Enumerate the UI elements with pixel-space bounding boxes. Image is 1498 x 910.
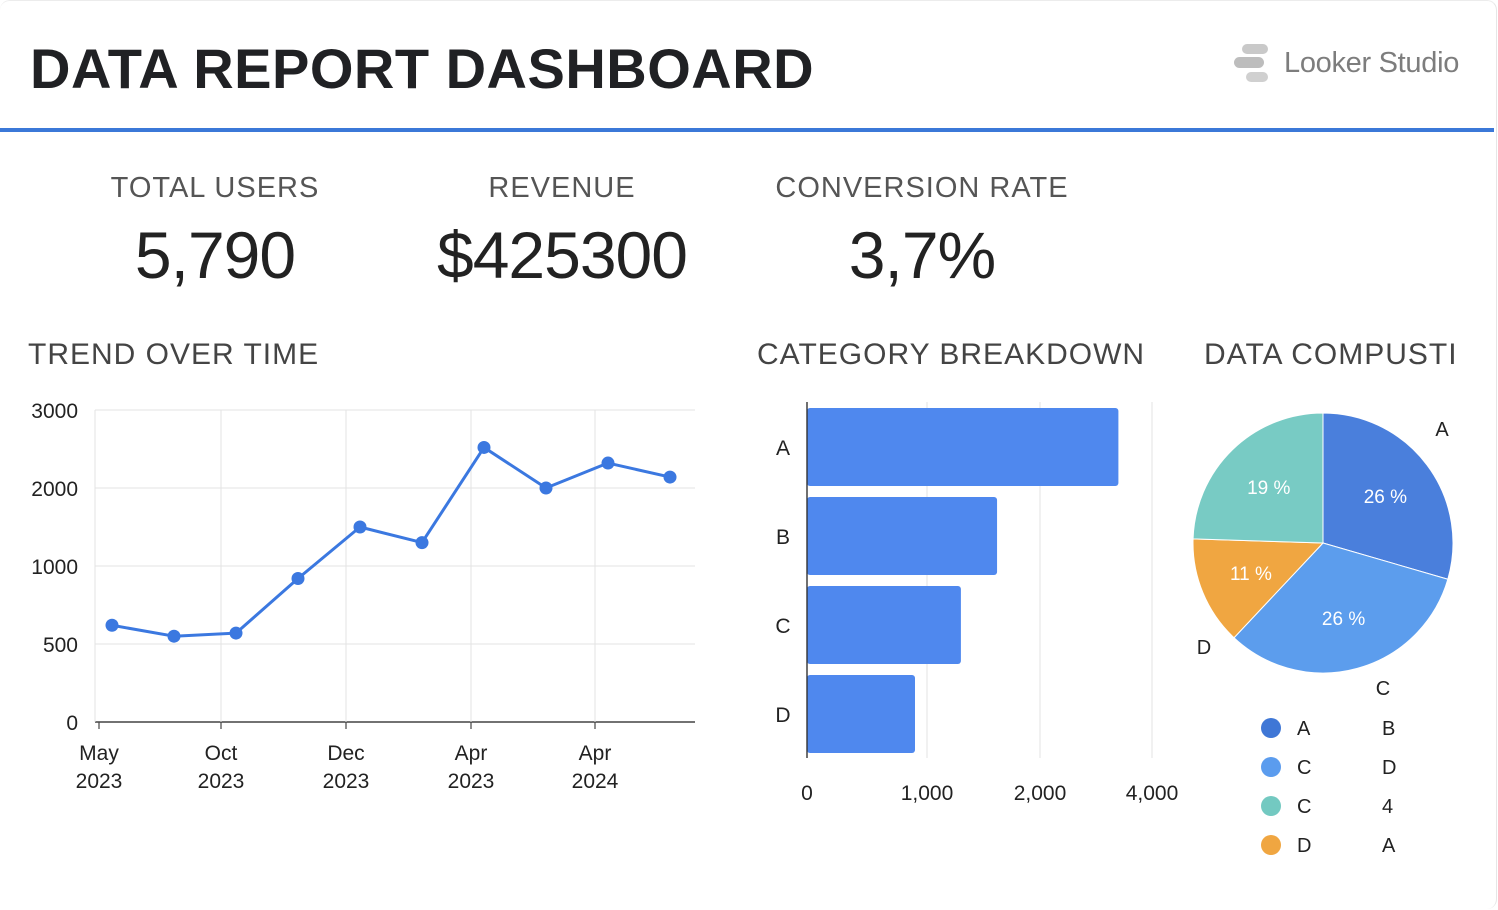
x-tick-label: 2023 (198, 770, 245, 793)
y-tick-label: 0 (66, 712, 78, 735)
y-tick-label: 500 (43, 634, 78, 657)
x-tick-label: Oct (205, 742, 238, 765)
bar (807, 497, 998, 575)
x-tick-label: Apr (579, 742, 612, 765)
data-point (291, 571, 305, 585)
header-divider (0, 128, 1494, 132)
pie-slice (1322, 412, 1454, 580)
kpi-value: 3,7% (848, 218, 996, 292)
page-title: DATA REPORT DASHBOARD (30, 37, 815, 100)
data-point (105, 618, 119, 632)
x-tick-label: 0 (801, 782, 813, 805)
pie-slice (1192, 412, 1324, 544)
slice-label: 26 % (1364, 487, 1407, 508)
brand-name: Looker Studio (1284, 46, 1460, 79)
data-point (353, 520, 367, 534)
data-point (539, 481, 553, 495)
kpi-label: CONVERSION RATE (775, 172, 1069, 204)
series-line (111, 445, 671, 638)
slice-label: 26 % (1322, 609, 1365, 630)
x-tick-label: 2,000 (1014, 782, 1067, 805)
slice-label: 11 % (1230, 564, 1272, 585)
legend-swatch (1261, 835, 1281, 855)
kpi-value: $425300 (437, 218, 688, 292)
y-tick-label: 1000 (31, 556, 78, 579)
legend-swatch (1261, 718, 1281, 738)
data-point (663, 470, 677, 484)
category-label: C (775, 615, 790, 638)
data-point (601, 456, 615, 470)
kpi-label: TOTAL USERS (110, 172, 320, 204)
outer-slice-label: C (1376, 678, 1390, 700)
pie-slice (1192, 538, 1325, 639)
category-label: A (776, 437, 790, 460)
y-tick-label: 3000 (31, 400, 78, 423)
x-tick-label: 4,000 (1126, 782, 1179, 805)
legend-swatch (1261, 757, 1281, 777)
kpi-label: REVENUE (488, 172, 636, 204)
x-tick-label: Dec (327, 742, 364, 765)
legend-value: 4 (1382, 796, 1393, 818)
kpi-value: 5,790 (134, 218, 296, 292)
legend-swatch (1261, 796, 1281, 816)
legend-label: C (1297, 757, 1311, 779)
bar (807, 408, 1119, 486)
legend-value: B (1382, 718, 1395, 740)
x-tick-label: 2023 (323, 770, 370, 793)
x-tick-label: 2023 (448, 770, 495, 793)
x-tick-label: May (79, 742, 119, 765)
data-point (167, 629, 181, 643)
legend-value: D (1382, 757, 1396, 779)
legend-label: D (1297, 835, 1311, 857)
legend-label: A (1297, 718, 1311, 740)
bar (807, 586, 961, 664)
x-tick-label: 1,000 (901, 782, 954, 805)
outer-slice-label: D (1197, 637, 1211, 659)
x-tick-label: 2024 (572, 770, 619, 793)
data-point (415, 536, 429, 550)
kpi-conversion-rate: CONVERSION RATE 3,7% (762, 172, 1082, 293)
composition-title: DATA COMPUSTI (1204, 338, 1458, 371)
trend-title: TREND OVER TIME (28, 338, 320, 371)
outer-slice-label: A (1435, 419, 1449, 441)
trend-line-chart: 0 500 1000 2000 3000 May 2023 Oct 2023 Dec 2023 Apr… (31, 400, 695, 793)
slice-label: 19 % (1247, 478, 1290, 499)
pie-slice (1233, 542, 1449, 674)
looker-studio-icon (1234, 44, 1268, 82)
x-tick-label: Apr (455, 742, 488, 765)
bar (807, 675, 915, 753)
category-title: CATEGORY BREAKDOWN (757, 338, 1146, 371)
kpi-total-users: TOTAL USERS 5,790 (95, 172, 335, 293)
data-point (477, 440, 491, 454)
category-bar-chart: 0 1,000 2,000 4,000 A B C D (775, 402, 1179, 805)
legend-label: C (1297, 796, 1311, 818)
category-label: B (776, 526, 790, 549)
legend-value: A (1382, 835, 1396, 857)
category-label: D (775, 704, 790, 727)
kpi-revenue: REVENUE $425300 (402, 172, 722, 293)
y-tick-label: 2000 (31, 478, 78, 501)
brand-logo[interactable]: Looker Studio (1232, 42, 1459, 84)
x-tick-label: 2023 (76, 770, 123, 793)
data-point (229, 626, 243, 640)
